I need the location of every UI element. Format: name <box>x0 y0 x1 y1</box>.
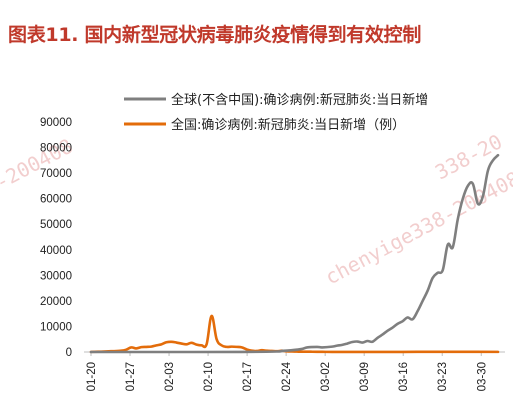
y-tick-label: 40000 <box>40 245 72 257</box>
x-tick-label: 02-03 <box>164 362 176 391</box>
legend-label-world: 全球(不含中国):确诊病例:新冠肺炎:当日新增 <box>171 92 428 108</box>
x-tick-label: 03-30 <box>476 362 488 391</box>
x-tick-label: 01-27 <box>125 362 137 391</box>
y-tick-label: 10000 <box>40 321 72 333</box>
watermark: chenyige338-200408 -200408 338-20 <box>0 129 513 289</box>
x-tick-label: 01-20 <box>86 362 98 391</box>
x-tick-label: 03-02 <box>320 362 332 391</box>
legend: 全球(不含中国):确诊病例:新冠肺炎:当日新增 全国:确诊病例:新冠肺炎:当日新… <box>124 92 428 133</box>
y-tick-label: 30000 <box>40 270 72 282</box>
x-tick-label: 02-10 <box>203 362 215 391</box>
y-tick-label: 20000 <box>40 296 72 308</box>
legend-label-china: 全国:确诊病例:新冠肺炎:当日新增（例） <box>171 117 405 133</box>
y-tick-label: 0 <box>66 347 72 359</box>
y-tick-label: 50000 <box>40 219 72 231</box>
series-line-world <box>89 153 500 354</box>
x-tick-label: 02-17 <box>242 362 254 391</box>
x-tick-label: 03-16 <box>398 362 410 391</box>
y-tick-label: 90000 <box>40 117 72 129</box>
y-tick-label: 60000 <box>40 194 72 206</box>
series-line-china <box>89 314 500 354</box>
y-tick-label: 70000 <box>40 168 72 180</box>
x-tick-label: 03-23 <box>437 362 449 391</box>
x-tick-label: 03-09 <box>359 362 371 391</box>
series-layer <box>89 153 500 354</box>
chart-title: 图表11. 国内新型冠状病毒肺炎疫情得到有效控制 <box>8 24 422 46</box>
y-tick-label: 80000 <box>40 143 72 155</box>
x-tick-label: 02-24 <box>281 361 293 391</box>
